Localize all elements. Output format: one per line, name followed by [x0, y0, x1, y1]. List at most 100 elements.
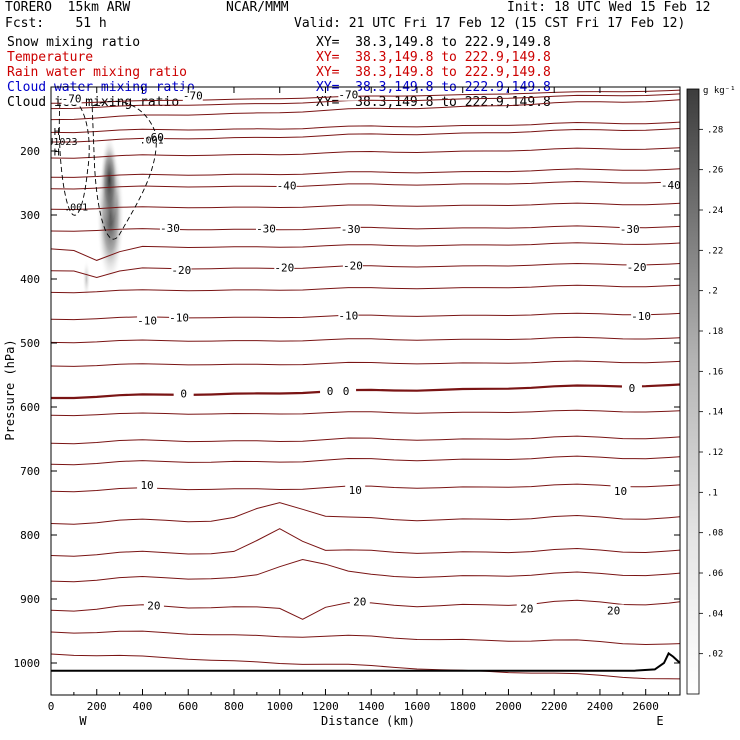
colorbar: g kg⁻¹ .02 .04 .06 .08 .1 .12 .14 .16 .18 .2 .22 .2…	[686, 86, 736, 695]
colorbar-tick-label: .08	[707, 529, 723, 539]
temp-label: -20	[343, 260, 363, 273]
isotherm-15	[51, 528, 680, 557]
temp-label: 20	[147, 599, 160, 612]
colorbar-unit: g kg⁻¹	[703, 86, 736, 96]
y-tick-label: 1000	[14, 657, 41, 670]
temp-label: 0	[327, 385, 334, 398]
y-tick-label: 800	[20, 529, 40, 542]
isotherm-2	[51, 409, 680, 417]
model-name: TORERO 15km ARW	[5, 0, 131, 15]
x-tick-label: 2400	[587, 700, 614, 713]
temp-label: -30	[620, 223, 640, 236]
colorbar-tick-label: .2	[707, 287, 718, 297]
isotherm-5	[51, 435, 680, 445]
colorbar-tick-label: .28	[707, 125, 723, 135]
temp-label: -10	[137, 315, 157, 328]
temp-label-bg	[143, 130, 164, 143]
x-tick-label: 400	[133, 700, 153, 713]
x-tick-label: 1200	[312, 700, 339, 713]
temp-label-bg	[274, 261, 295, 274]
temp-label: -60	[144, 131, 164, 144]
temp-label: -30	[256, 222, 276, 235]
isotherm-25	[51, 653, 680, 680]
temp-label: -20	[171, 264, 191, 277]
cloud-label: H	[54, 127, 60, 138]
field-xy-temperature: XY= 38.3,149.8 to 222.9,149.8	[316, 50, 551, 65]
cloud-label: H	[54, 147, 60, 158]
colorbar-tick-label: .1	[707, 488, 718, 498]
organization: NCAR/MMM	[226, 0, 289, 15]
cloud-ice-contour-west	[58, 97, 90, 216]
isotherm-minus-65	[51, 121, 680, 134]
x-tick-label: 1400	[358, 700, 385, 713]
y-tick-label: 900	[20, 593, 40, 606]
temp-label-bg	[137, 314, 158, 327]
temp-label-bg	[516, 602, 537, 615]
x-end-label-east: E	[656, 714, 663, 728]
colorbar-tick-label: .18	[707, 327, 723, 337]
colorbar-tick-label: .02	[707, 650, 723, 660]
colorbar-tick-label: .06	[707, 569, 723, 579]
cloud-label: .001	[64, 203, 88, 214]
isotherm-12	[51, 502, 680, 525]
temp-label: -20	[274, 261, 294, 274]
temp-label: -10	[631, 310, 651, 323]
temp-label-bg	[336, 385, 357, 397]
temp-label: 10	[349, 484, 362, 497]
x-tick-label: 1000	[266, 700, 293, 713]
temp-label-bg	[349, 595, 370, 608]
temp-label: -70	[62, 93, 82, 106]
temp-label-bg	[256, 222, 277, 235]
x-tick-label: 600	[178, 700, 198, 713]
snow-shading-core	[100, 134, 119, 225]
temp-label: -10	[338, 309, 358, 322]
temp-label: 0	[629, 382, 636, 395]
field-xy-rain: XY= 38.3,149.8 to 222.9,149.8	[316, 65, 551, 80]
temp-label-bg	[173, 387, 194, 400]
isotherm-minus-35	[51, 202, 680, 211]
y-tick-label: 500	[20, 337, 40, 350]
axis-ticks: 0 200 400 600 800 1000 1200 1400 1600 1800 2000 220…	[14, 87, 680, 713]
temp-label: 20	[353, 596, 366, 609]
x-tick-label: 1600	[404, 700, 431, 713]
isotherm-minus-20	[51, 262, 680, 279]
temp-label-bg	[137, 479, 158, 492]
x-tick-label: 1800	[449, 700, 476, 713]
temp-label: 20	[520, 603, 533, 616]
isotherm-minus-15	[51, 284, 680, 294]
cloud-label: U1023	[47, 137, 77, 148]
x-tick-label: 800	[224, 700, 244, 713]
temp-label: 0	[343, 385, 350, 398]
x-axis-label: Distance (km)	[321, 714, 415, 728]
isotherm-minus-2	[51, 360, 680, 367]
cloud-label: .001	[140, 135, 164, 146]
y-tick-label: 600	[20, 401, 40, 414]
isotherm-minus-55	[51, 147, 680, 159]
temp-label: 10	[614, 485, 627, 498]
colorbar-tick-label: .16	[707, 367, 723, 377]
colorbar-tick-label: .14	[707, 408, 723, 418]
y-tick-label: 400	[20, 273, 40, 286]
isotherm-minus-50	[51, 168, 680, 178]
y-tick-label: 700	[20, 465, 40, 478]
x-end-label-west: W	[79, 714, 87, 728]
temp-label: -30	[160, 222, 180, 235]
temp-label: -40	[277, 180, 297, 193]
colorbar-tick-label: .24	[707, 206, 723, 216]
temp-label-bg	[631, 310, 652, 323]
temp-label-bg	[276, 179, 297, 192]
temp-label-bg	[621, 381, 642, 394]
isotherm-minus-75	[51, 93, 680, 110]
plot-frame	[50, 86, 681, 696]
temp-label: 0	[180, 388, 187, 401]
colorbar-tick-label: .12	[707, 448, 723, 458]
x-tick-label: 2000	[495, 700, 522, 713]
field-xy-snow: XY= 38.3,149.8 to 222.9,149.8	[316, 35, 551, 50]
colorbar-tick-label: .22	[707, 246, 723, 256]
temp-label-bg	[143, 599, 164, 612]
field-name-temperature: Temperature	[7, 50, 94, 65]
colorbar-ramp	[686, 88, 700, 695]
temp-label-bg	[320, 385, 341, 397]
temp-label: -10	[169, 311, 189, 324]
temp-label-bg	[345, 484, 366, 497]
